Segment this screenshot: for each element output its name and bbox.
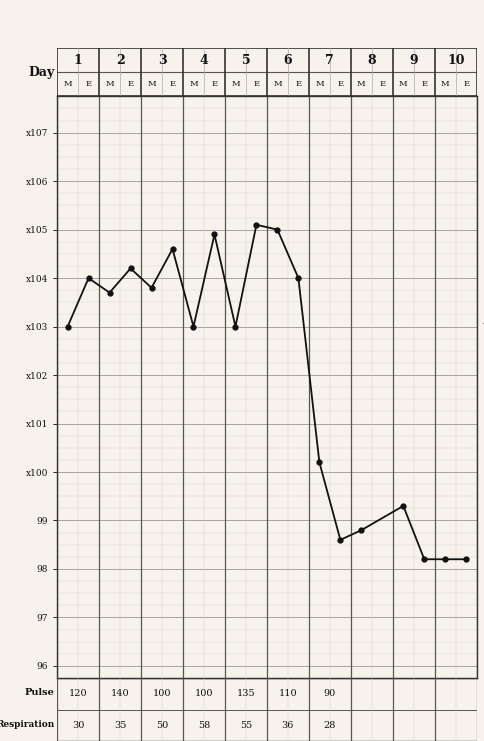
Text: 50: 50: [156, 721, 168, 730]
Text: 8: 8: [367, 53, 376, 67]
Text: 7: 7: [326, 53, 334, 67]
Text: E: E: [379, 80, 385, 88]
Text: 6: 6: [284, 53, 292, 67]
Text: E: E: [169, 80, 176, 88]
Text: M: M: [231, 80, 240, 88]
Text: 55: 55: [240, 721, 252, 730]
Text: E: E: [212, 80, 217, 88]
Text: E: E: [127, 80, 134, 88]
Text: Day: Day: [29, 66, 55, 79]
Text: M: M: [315, 80, 324, 88]
Text: E: E: [86, 80, 91, 88]
Text: 5: 5: [242, 53, 250, 67]
Text: ·>: ·>: [481, 319, 484, 329]
Text: 2: 2: [116, 53, 124, 67]
Text: 100: 100: [195, 689, 213, 698]
Text: 30: 30: [72, 721, 84, 730]
Text: 90: 90: [324, 689, 336, 698]
Text: 28: 28: [324, 721, 336, 730]
Text: 135: 135: [237, 689, 255, 698]
Text: 1: 1: [74, 53, 82, 67]
Text: 35: 35: [114, 721, 126, 730]
Text: M: M: [273, 80, 282, 88]
Text: 140: 140: [111, 689, 129, 698]
Text: Pulse: Pulse: [25, 688, 55, 697]
Text: Respiration: Respiration: [0, 720, 55, 729]
Text: E: E: [253, 80, 259, 88]
Text: E: E: [421, 80, 427, 88]
Text: 36: 36: [282, 721, 294, 730]
Text: E: E: [337, 80, 344, 88]
Text: 10: 10: [447, 53, 465, 67]
Text: M: M: [105, 80, 114, 88]
Text: 4: 4: [199, 53, 208, 67]
Text: 9: 9: [409, 53, 418, 67]
Text: E: E: [295, 80, 302, 88]
Text: 100: 100: [153, 689, 171, 698]
Text: 120: 120: [69, 689, 88, 698]
Text: M: M: [147, 80, 156, 88]
Text: E: E: [463, 80, 469, 88]
Text: M: M: [357, 80, 365, 88]
Text: M: M: [441, 80, 450, 88]
Text: 58: 58: [198, 721, 210, 730]
Text: M: M: [63, 80, 72, 88]
Text: 110: 110: [279, 689, 297, 698]
Text: M: M: [399, 80, 408, 88]
Text: M: M: [189, 80, 198, 88]
Text: 3: 3: [158, 53, 166, 67]
